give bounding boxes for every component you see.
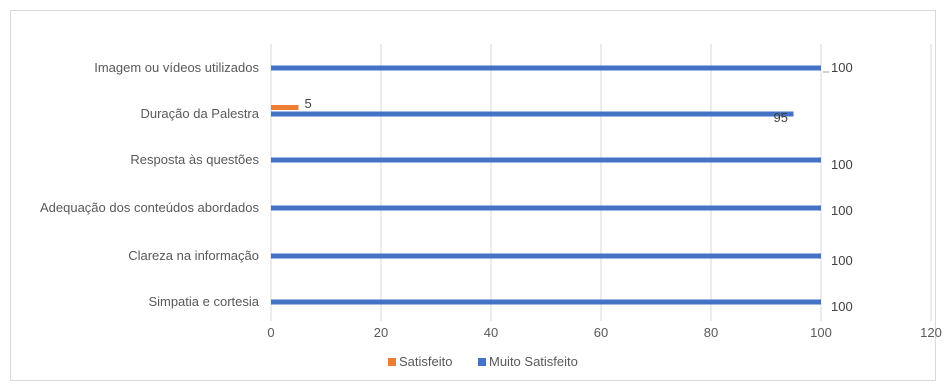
bar-muito-satisfeito [271, 205, 821, 211]
legend-satisfeito-swatch [388, 358, 396, 366]
bar-satisfeito [271, 105, 299, 110]
legend-muito-satisfeito-label: Muito Satisfeito [489, 354, 578, 369]
x-tick-label: 100 [810, 325, 832, 340]
bar-muito-satisfeito [271, 111, 794, 117]
data-label-muito-satisfeito: 100 [831, 60, 853, 75]
category-label: Clareza na informação [128, 248, 259, 263]
category-label: Duração da Palestra [140, 106, 259, 121]
data-label-muito-satisfeito: 100 [831, 299, 853, 314]
legend-satisfeito-label: Satisfeito [399, 354, 452, 369]
bar-muito-satisfeito [271, 65, 821, 71]
x-tick-label: 120 [920, 325, 942, 340]
data-label-muito-satisfeito: 100 [831, 253, 853, 268]
chart-frame [10, 10, 936, 381]
x-tick-label: 20 [374, 325, 388, 340]
category-label: Adequação dos conteúdos abordados [40, 200, 260, 215]
x-tick-label: 60 [594, 325, 608, 340]
category-label: Resposta às questões [130, 152, 259, 167]
bar-muito-satisfeito [271, 253, 821, 259]
category-label: Imagem ou vídeos utilizados [94, 60, 259, 75]
bar-muito-satisfeito [271, 157, 821, 163]
data-label-muito-satisfeito: 100 [831, 203, 853, 218]
x-tick-label: 40 [484, 325, 498, 340]
x-tick-label: 80 [704, 325, 718, 340]
legend-muito-satisfeito-swatch [478, 358, 486, 366]
data-label-muito-satisfeito: 95 [774, 110, 788, 125]
bar-muito-satisfeito [271, 299, 821, 305]
data-label-satisfeito: 5 [305, 96, 312, 111]
data-label-muito-satisfeito: 100 [831, 157, 853, 172]
category-label: Simpatia e cortesia [148, 294, 259, 309]
x-tick-label: 0 [267, 325, 274, 340]
